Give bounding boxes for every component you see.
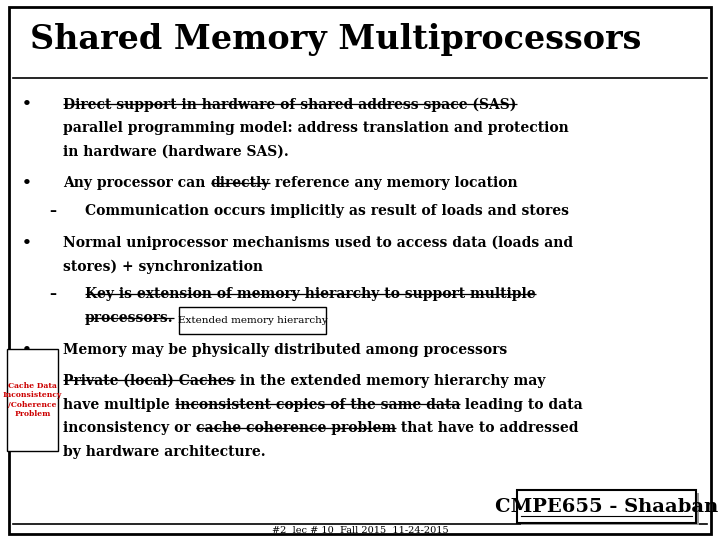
Text: •: • bbox=[22, 176, 32, 190]
Text: inconsistent copies of the same data: inconsistent copies of the same data bbox=[175, 397, 461, 411]
Text: that have to addressed: that have to addressed bbox=[396, 421, 578, 435]
Text: have multiple: have multiple bbox=[63, 397, 175, 411]
Text: •: • bbox=[22, 374, 32, 388]
Text: by hardware architecture.: by hardware architecture. bbox=[63, 445, 266, 459]
Text: parallel programming model: address translation and protection: parallel programming model: address tran… bbox=[63, 121, 569, 135]
Text: •: • bbox=[22, 342, 32, 356]
FancyBboxPatch shape bbox=[179, 307, 326, 334]
Text: Key is extension of memory hierarchy to support multiple: Key is extension of memory hierarchy to … bbox=[85, 287, 536, 301]
Text: Memory may be physically distributed among processors: Memory may be physically distributed amo… bbox=[63, 342, 508, 356]
Text: Normal uniprocessor mechanisms used to access data (loads and: Normal uniprocessor mechanisms used to a… bbox=[63, 235, 574, 250]
Text: •: • bbox=[22, 97, 32, 111]
Text: Private (local) Caches: Private (local) Caches bbox=[63, 374, 235, 388]
Text: Any processor can: Any processor can bbox=[63, 176, 211, 190]
FancyBboxPatch shape bbox=[7, 348, 58, 451]
Text: in hardware (hardware SAS).: in hardware (hardware SAS). bbox=[63, 145, 289, 159]
FancyBboxPatch shape bbox=[521, 493, 699, 525]
FancyBboxPatch shape bbox=[517, 490, 696, 523]
Text: –: – bbox=[49, 287, 56, 301]
FancyBboxPatch shape bbox=[9, 7, 711, 534]
Text: Cache Data
Inconsistency
/Coherence
Problem: Cache Data Inconsistency /Coherence Prob… bbox=[3, 382, 62, 418]
Text: processors.: processors. bbox=[85, 311, 174, 325]
Text: directly: directly bbox=[211, 176, 270, 190]
Text: cache coherence problem: cache coherence problem bbox=[196, 421, 396, 435]
Text: •: • bbox=[22, 235, 32, 249]
Text: Shared Memory Multiprocessors: Shared Memory Multiprocessors bbox=[30, 23, 642, 56]
Text: inconsistency or: inconsistency or bbox=[63, 421, 196, 435]
Text: leading to data: leading to data bbox=[461, 397, 583, 411]
Text: #2  lec # 10  Fall 2015  11-24-2015: #2 lec # 10 Fall 2015 11-24-2015 bbox=[271, 525, 449, 535]
Text: in the extended memory hierarchy may: in the extended memory hierarchy may bbox=[235, 374, 545, 388]
Text: CMPE655 - Shaaban: CMPE655 - Shaaban bbox=[495, 497, 718, 516]
Text: Extended memory hierarchy: Extended memory hierarchy bbox=[178, 316, 328, 326]
Text: Direct support in hardware of shared address space (SAS): Direct support in hardware of shared add… bbox=[63, 97, 517, 112]
Text: –: – bbox=[49, 204, 56, 218]
Text: stores) + synchronization: stores) + synchronization bbox=[63, 259, 264, 274]
Text: reference any memory location: reference any memory location bbox=[270, 176, 518, 190]
Text: Communication occurs implicitly as result of loads and stores: Communication occurs implicitly as resul… bbox=[85, 204, 569, 218]
